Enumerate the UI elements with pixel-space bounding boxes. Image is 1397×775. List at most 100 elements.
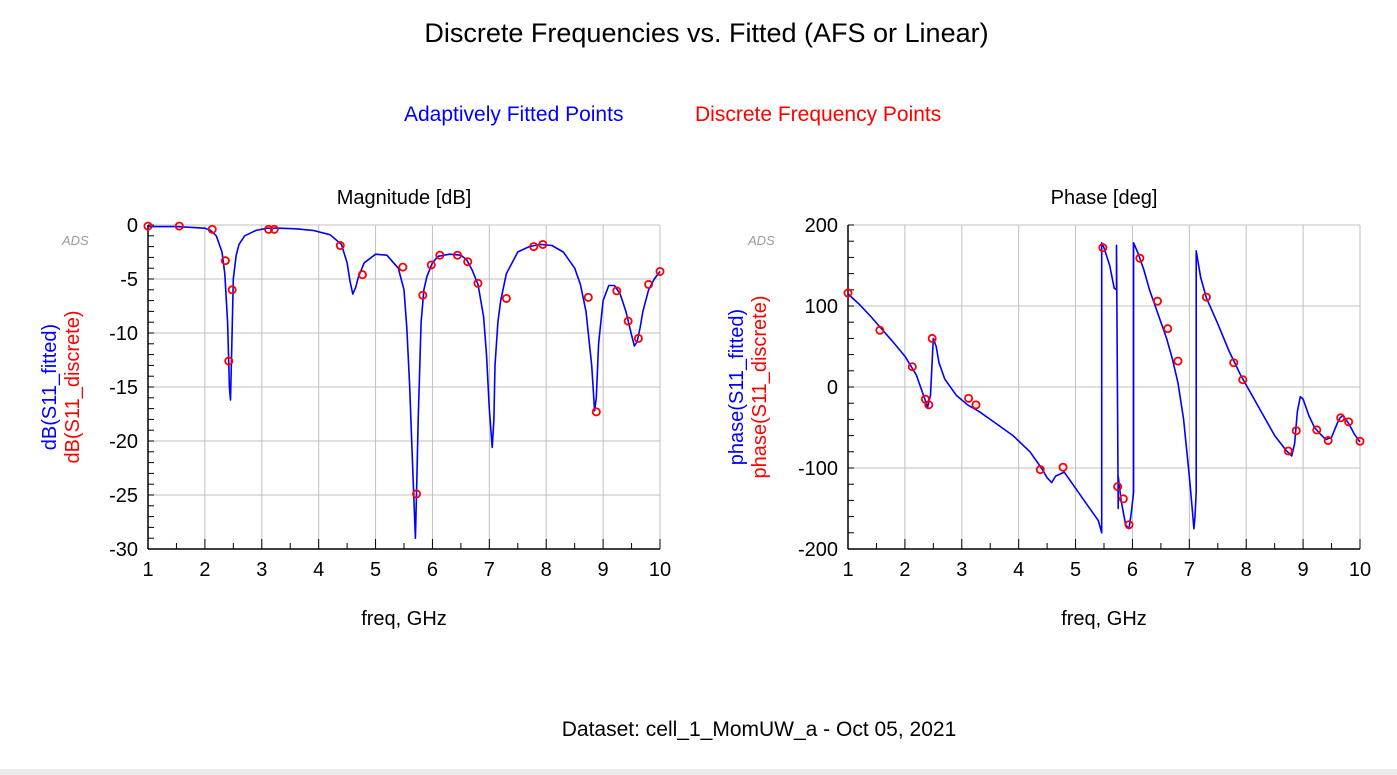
discrete-point xyxy=(473,278,483,288)
discrete-point xyxy=(964,393,974,403)
x-tick-label: 7 xyxy=(1184,559,1195,581)
y-tick-label: -5 xyxy=(120,269,138,291)
x-tick-label: 4 xyxy=(1013,559,1024,581)
y-tick-label: 0 xyxy=(127,215,138,237)
x-tick-label: 8 xyxy=(541,559,552,581)
plot-title: Phase [deg] xyxy=(1051,187,1158,209)
discrete-point xyxy=(452,250,462,260)
y-tick-label: 100 xyxy=(805,296,838,318)
discrete-point xyxy=(1152,296,1162,306)
y-axis-label-discrete: dB(S11_discrete) xyxy=(62,310,84,463)
x-tick-label: 6 xyxy=(427,559,438,581)
discrete-point xyxy=(623,316,633,326)
discrete-point xyxy=(412,489,422,499)
discrete-point xyxy=(924,400,934,410)
legend-discrete-label: Discrete Frequency Points xyxy=(695,103,942,126)
discrete-point xyxy=(398,262,408,272)
discrete-point xyxy=(655,266,665,276)
discrete-point xyxy=(207,224,217,234)
x-tick-label: 8 xyxy=(1241,559,1252,581)
discrete-point xyxy=(227,285,237,295)
discrete-point xyxy=(843,288,853,298)
page-title: Discrete Frequencies vs. Fitted (AFS or … xyxy=(424,18,989,48)
series-line-fitted xyxy=(847,242,1361,534)
discrete-point xyxy=(529,242,539,252)
y-tick-label: -30 xyxy=(109,539,138,561)
x-tick-label: 4 xyxy=(313,559,324,581)
discrete-point xyxy=(1124,520,1134,530)
discrete-point xyxy=(418,290,428,300)
x-axis-label: freq, GHz xyxy=(361,608,447,630)
dataset-label: Dataset: cell_1_MomUW_a - Oct 05, 2021 xyxy=(561,718,957,741)
discrete-point xyxy=(220,256,230,266)
discrete-point xyxy=(633,333,643,343)
discrete-point xyxy=(927,333,937,343)
x-tick-label: 3 xyxy=(256,559,267,581)
discrete-point xyxy=(612,286,622,296)
ads-watermark: ADS xyxy=(747,233,775,248)
discrete-point xyxy=(1118,494,1128,504)
discrete-point xyxy=(1163,324,1173,334)
discrete-point xyxy=(1238,375,1248,385)
discrete-point xyxy=(501,293,511,303)
bottom-strip xyxy=(0,769,1397,775)
y-tick-label: -20 xyxy=(109,431,138,453)
series-line-fitted xyxy=(148,225,661,540)
discrete-point xyxy=(591,407,601,417)
x-tick-label: 2 xyxy=(199,559,210,581)
discrete-point xyxy=(357,270,367,280)
legend-fitted-label: Adaptively Fitted Points xyxy=(404,103,624,126)
discrete-point xyxy=(644,279,654,289)
discrete-point xyxy=(1058,462,1068,472)
y-tick-label: 0 xyxy=(827,377,838,399)
discrete-point xyxy=(1035,465,1045,475)
discrete-point xyxy=(1135,253,1145,263)
x-tick-label: 1 xyxy=(842,559,853,581)
discrete-point xyxy=(971,400,981,410)
x-tick-label: 1 xyxy=(142,559,153,581)
discrete-point xyxy=(174,221,184,231)
y-tick-label: -15 xyxy=(109,377,138,399)
discrete-point xyxy=(1201,292,1211,302)
plot-title: Magnitude [dB] xyxy=(337,187,472,209)
discrete-point xyxy=(875,325,885,335)
x-tick-label: 10 xyxy=(1349,559,1371,581)
y-axis-label-discrete: phase(S11_discrete) xyxy=(749,295,771,478)
discrete-point xyxy=(538,239,548,249)
discrete-point xyxy=(1323,435,1333,445)
x-tick-label: 9 xyxy=(598,559,609,581)
x-axis-label: freq, GHz xyxy=(1061,608,1147,630)
y-tick-label: -10 xyxy=(109,323,138,345)
x-tick-label: 10 xyxy=(649,559,671,581)
y-axis-label-fitted: dB(S11_fitted) xyxy=(39,324,61,450)
discrete-point xyxy=(1336,413,1346,423)
discrete-point xyxy=(1098,243,1108,253)
discrete-point xyxy=(1173,356,1183,366)
x-tick-label: 2 xyxy=(899,559,910,581)
discrete-point xyxy=(1283,446,1293,456)
discrete-point xyxy=(1312,425,1322,435)
discrete-point xyxy=(1355,436,1365,446)
y-axis-label-fitted: phase(S11_fitted) xyxy=(726,309,748,465)
y-tick-label: 200 xyxy=(805,215,838,237)
discrete-point xyxy=(435,250,445,260)
discrete-point xyxy=(1113,482,1123,492)
y-tick-label: -100 xyxy=(798,458,838,480)
discrete-point xyxy=(1291,426,1301,436)
discrete-point xyxy=(224,356,234,366)
ads-watermark: ADS xyxy=(61,233,89,248)
discrete-point xyxy=(463,257,473,267)
y-tick-label: -25 xyxy=(109,485,138,507)
x-tick-label: 5 xyxy=(1070,559,1081,581)
y-tick-label: -200 xyxy=(798,539,838,561)
discrete-point xyxy=(335,241,345,251)
discrete-point xyxy=(264,224,274,234)
discrete-point xyxy=(426,260,436,270)
x-tick-label: 5 xyxy=(370,559,381,581)
x-tick-label: 3 xyxy=(956,559,967,581)
discrete-point xyxy=(1229,358,1239,368)
discrete-point xyxy=(143,221,153,231)
discrete-point xyxy=(907,362,917,372)
x-tick-label: 9 xyxy=(1298,559,1309,581)
